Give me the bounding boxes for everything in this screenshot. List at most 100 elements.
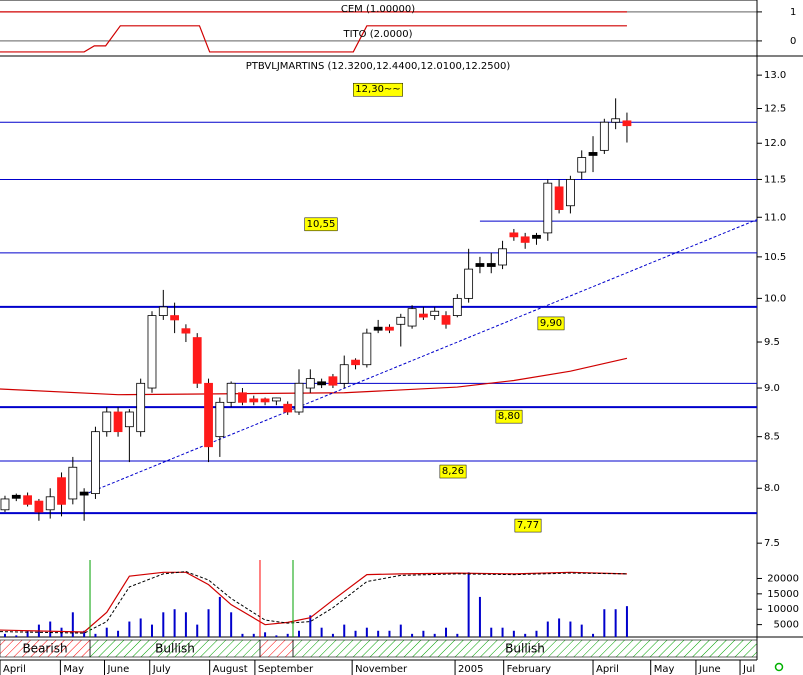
level-label: 9,90	[540, 318, 562, 329]
regime-label: Bullish	[505, 642, 545, 656]
x-tick-label: July	[152, 664, 171, 675]
volume-bar	[83, 630, 86, 637]
volume-bar	[501, 627, 504, 637]
y-tick-label: 7.5	[764, 538, 780, 549]
candle-body	[192, 337, 202, 384]
candle-body	[475, 263, 485, 267]
volume-bar	[535, 630, 538, 637]
candle-body	[611, 118, 621, 123]
volume-bar	[207, 609, 210, 637]
candle-body	[0, 498, 10, 511]
level-label-box	[304, 217, 338, 232]
indicator-line	[0, 25, 627, 53]
volume-bar	[512, 630, 515, 637]
volume-bar	[614, 609, 617, 637]
y-tick-label: 8.5	[764, 432, 780, 443]
volume-bar	[26, 630, 29, 637]
candle-body	[238, 392, 247, 403]
volume-bar	[117, 630, 120, 637]
candle-body	[226, 382, 236, 403]
candle-body	[45, 496, 55, 511]
candle-body	[486, 263, 496, 267]
candle-body	[622, 120, 632, 127]
x-tick-label: April	[596, 664, 619, 675]
volume-bar	[625, 606, 628, 637]
y-tick-label: 10.0	[764, 293, 786, 304]
volume-bar	[422, 630, 425, 637]
regime-label: Bearish	[22, 642, 67, 656]
indicator-name: CEM (1.00000)	[341, 4, 415, 15]
volume-bar	[162, 612, 165, 637]
x-tick-label: Jul	[742, 664, 755, 675]
level-label: 8,26	[442, 466, 464, 477]
y-tick-label: 20000	[767, 573, 799, 584]
level-label: 7,77	[517, 520, 539, 531]
y-tick-label: 13.0	[764, 70, 786, 81]
level-label-box	[353, 82, 403, 97]
candle-body	[362, 332, 372, 366]
candle-body	[351, 359, 360, 366]
y-tick-label: 11.0	[764, 212, 786, 223]
volume-bar	[94, 633, 97, 637]
volume-bar	[365, 627, 368, 637]
volume-bar	[456, 633, 459, 637]
x-tick-label: May	[654, 664, 675, 675]
candle-body	[430, 310, 440, 316]
candle-body	[452, 297, 462, 316]
candle-body	[520, 236, 530, 243]
volume-bar	[388, 630, 391, 637]
level-label: 10,55	[307, 219, 336, 230]
volume-bar	[320, 627, 323, 637]
candle-body	[464, 268, 474, 299]
volume-bar	[399, 624, 402, 637]
y-tick-label: 9.0	[764, 383, 780, 394]
candle-body	[328, 376, 338, 386]
y-tick-label: 10.5	[764, 252, 786, 263]
volume-bar	[411, 633, 414, 637]
regime-label: Bullish	[155, 642, 195, 656]
candle-body	[509, 232, 519, 238]
status-icon	[774, 662, 784, 672]
regime-band	[292, 639, 758, 658]
volume-bar	[309, 615, 312, 637]
volume-bar	[558, 618, 561, 637]
candle-body	[204, 382, 213, 448]
candle-body	[305, 378, 315, 389]
candle-body	[260, 398, 270, 403]
candle-body	[599, 121, 609, 151]
y-tick-label: 1	[790, 7, 796, 18]
candle-body	[170, 315, 180, 321]
volume-bar	[49, 621, 52, 637]
volume-bar	[275, 635, 278, 637]
y-tick-label: 12.5	[764, 104, 786, 115]
volume-bar	[343, 624, 346, 637]
candle-body	[498, 248, 507, 266]
x-tick-label: August	[213, 664, 248, 675]
candle-body	[102, 411, 112, 433]
candle-body	[566, 179, 575, 207]
level-label: 12,30~~	[355, 84, 400, 95]
volume-bar	[252, 633, 255, 637]
candle-body	[136, 382, 146, 433]
y-tick-label: 15000	[767, 589, 799, 600]
volume-bar	[569, 621, 572, 637]
x-tick-label: April	[3, 664, 26, 675]
volume-bar	[433, 633, 436, 637]
y-tick-label: 0	[790, 36, 796, 47]
volume-bar	[546, 621, 549, 637]
volume-bar	[467, 572, 470, 637]
indicator-name: TITO (2.0000)	[342, 29, 412, 40]
candle-body	[385, 326, 394, 331]
candle-body	[396, 316, 406, 325]
candle-body	[543, 182, 553, 234]
volume-bar	[184, 612, 187, 637]
candle-body	[317, 381, 327, 386]
volume-bar	[286, 633, 289, 637]
volume-bar	[3, 633, 6, 637]
candle-body	[407, 308, 417, 327]
x-tick-label: September	[258, 664, 314, 675]
volume-bar	[377, 630, 380, 637]
volume-bar	[264, 632, 267, 637]
y-tick-label: 9.5	[764, 337, 780, 348]
